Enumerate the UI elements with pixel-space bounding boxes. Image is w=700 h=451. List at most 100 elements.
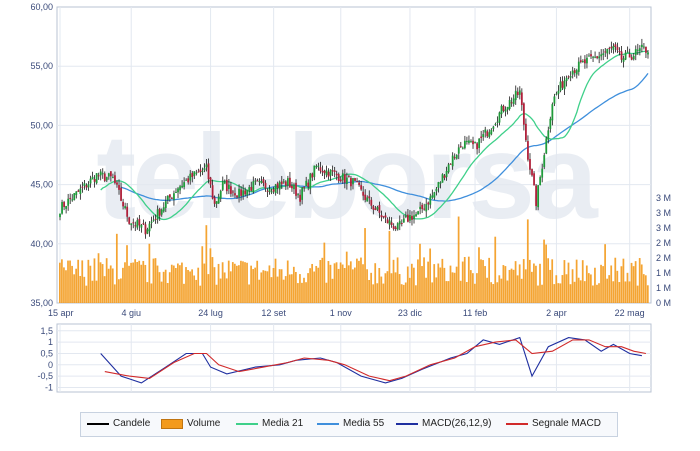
- volume-bar: [288, 274, 291, 303]
- candle-body: [640, 44, 643, 48]
- candle-body: [522, 103, 525, 125]
- volume-tick-label: 2 M: [656, 253, 671, 263]
- candle-body: [415, 214, 417, 217]
- candle-body: [124, 206, 127, 209]
- candle-body: [317, 165, 320, 167]
- legend-label: Candele: [113, 418, 151, 429]
- volume-bar: [154, 258, 157, 303]
- candle-body: [429, 196, 432, 205]
- volume-bar: [463, 257, 466, 303]
- candle-body: [69, 197, 72, 200]
- volume-bar: [317, 267, 320, 303]
- volume-bar: [236, 265, 238, 303]
- volume-bar: [413, 267, 415, 303]
- candle-body: [427, 202, 430, 205]
- candle-body: [555, 93, 558, 95]
- ma55-line: [120, 73, 649, 202]
- chart-legend: Candele Volume Media 21 Media 55 MACD(26,12,…: [80, 412, 618, 437]
- volume-bar: [128, 265, 130, 303]
- volume-bar: [543, 239, 545, 303]
- candle-body: [592, 56, 594, 58]
- volume-bar: [307, 273, 309, 303]
- volume-bar: [183, 283, 185, 303]
- candle-body: [634, 49, 637, 56]
- candle-body: [112, 177, 114, 179]
- volume-bar: [618, 282, 621, 303]
- candle-body: [114, 175, 116, 184]
- volume-bar: [337, 268, 340, 303]
- candle-body: [95, 173, 98, 184]
- candle-body: [185, 179, 188, 181]
- candle-body: [305, 180, 308, 186]
- volume-bar: [474, 283, 476, 303]
- macd-tick-label: 1: [48, 337, 53, 347]
- volume-bar: [498, 275, 501, 303]
- volume-bar: [93, 258, 96, 303]
- candle-body: [71, 199, 74, 201]
- volume-bar: [447, 281, 450, 303]
- volume-bar: [339, 262, 342, 303]
- volume-bar: [205, 225, 208, 303]
- volume-bar: [533, 263, 535, 303]
- volume-bar: [469, 270, 472, 303]
- candle-body: [168, 194, 171, 198]
- legend-swatch: [161, 418, 183, 429]
- volume-bar: [272, 268, 275, 303]
- volume-bar: [118, 279, 120, 303]
- volume-bar: [559, 283, 562, 303]
- candle-body: [144, 224, 147, 235]
- volume-bar: [162, 271, 165, 303]
- volume-bar: [61, 259, 63, 303]
- volume-bar: [453, 272, 456, 303]
- candle-body: [248, 187, 251, 191]
- candle-body: [246, 189, 249, 196]
- volume-bar: [585, 265, 588, 303]
- volume-bar: [394, 272, 397, 303]
- candle-body: [520, 92, 523, 106]
- candle-body: [398, 221, 401, 225]
- volume-bar: [282, 279, 285, 303]
- volume-bar: [514, 261, 517, 303]
- candle-body: [586, 57, 588, 64]
- candle-body: [154, 218, 157, 220]
- candle-body: [457, 147, 460, 154]
- candle-body: [527, 141, 529, 160]
- candle-body: [65, 206, 68, 209]
- candle-body: [516, 91, 519, 95]
- candle-body: [299, 194, 301, 202]
- volume-bar: [526, 219, 529, 303]
- volume-bar: [390, 273, 393, 303]
- volume-bar: [376, 283, 379, 303]
- candle-body: [293, 185, 295, 190]
- volume-bar: [295, 271, 297, 303]
- candle-body: [602, 53, 605, 56]
- candle-body: [608, 48, 611, 50]
- candle-body: [323, 170, 326, 174]
- volume-bar: [541, 284, 543, 303]
- volume-bar: [628, 281, 631, 303]
- volume-bar: [380, 276, 383, 303]
- volume-bar: [455, 266, 458, 303]
- candle-body: [616, 46, 619, 51]
- candle-body: [264, 182, 267, 189]
- candle-body: [325, 170, 328, 176]
- candle-body: [380, 215, 383, 218]
- candle-body: [445, 171, 448, 178]
- legend-swatch: [506, 422, 528, 425]
- candle-body: [575, 70, 578, 75]
- candle-body: [352, 178, 354, 185]
- candle-body: [311, 173, 314, 178]
- candle-body: [162, 207, 165, 212]
- volume-bar: [122, 267, 124, 303]
- volume-bar: [341, 264, 344, 303]
- candle-body: [75, 191, 78, 196]
- volume-bar: [134, 259, 137, 303]
- candle-body: [225, 179, 228, 192]
- candle-body: [256, 180, 259, 182]
- volume-bar: [547, 258, 550, 303]
- volume-bar: [372, 284, 375, 303]
- price-tick-label: 40,00: [30, 239, 53, 249]
- candle-body: [447, 164, 450, 173]
- volume-bar: [443, 267, 446, 303]
